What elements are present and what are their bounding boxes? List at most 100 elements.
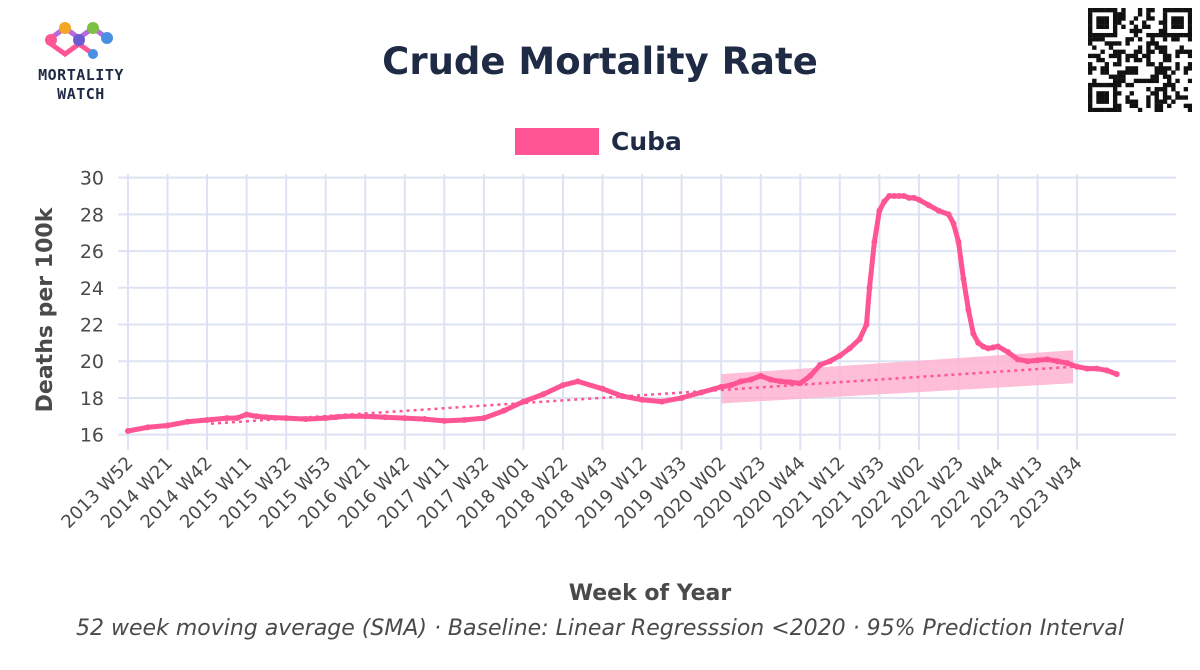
mortality-watch-logo-icon bbox=[45, 22, 113, 59]
data-point bbox=[955, 238, 962, 245]
data-point bbox=[184, 418, 191, 425]
data-point bbox=[777, 378, 784, 385]
data-point bbox=[698, 389, 705, 396]
data-point bbox=[441, 417, 448, 424]
data-point bbox=[906, 194, 913, 201]
data-point bbox=[826, 358, 833, 365]
data-point bbox=[1093, 365, 1100, 372]
y-tick-label: 30 bbox=[80, 168, 104, 190]
data-point bbox=[223, 415, 230, 422]
y-tick-label: 18 bbox=[80, 388, 104, 410]
data-point bbox=[362, 413, 369, 420]
logo-line-1: MORTALITY bbox=[38, 66, 124, 84]
data-point bbox=[866, 284, 873, 291]
data-point bbox=[985, 345, 992, 352]
data-point bbox=[520, 398, 527, 405]
data-point bbox=[935, 207, 942, 214]
legend-swatch-cuba bbox=[515, 128, 599, 155]
data-point bbox=[382, 414, 389, 421]
data-point bbox=[728, 382, 735, 389]
data-point bbox=[1034, 357, 1041, 364]
logo-line-2: WATCH bbox=[57, 85, 105, 103]
data-point bbox=[950, 220, 957, 227]
data-point bbox=[1004, 349, 1011, 356]
x-axis-title: Week of Year bbox=[569, 581, 732, 606]
data-point bbox=[876, 207, 883, 214]
y-tick-label: 22 bbox=[80, 315, 104, 337]
data-point bbox=[797, 380, 804, 387]
qr-code-icon[interactable] bbox=[1088, 8, 1192, 112]
data-point bbox=[871, 238, 878, 245]
chart-footnote: 52 week moving average (SMA) · Baseline:… bbox=[76, 616, 1124, 641]
data-point bbox=[747, 376, 754, 383]
data-point bbox=[925, 202, 932, 209]
data-point bbox=[945, 211, 952, 218]
logo-text: MORTALITY WATCH bbox=[18, 66, 144, 104]
data-point bbox=[1064, 360, 1071, 367]
data-point bbox=[980, 343, 987, 350]
data-point bbox=[164, 422, 171, 429]
prediction-interval-band bbox=[721, 350, 1074, 404]
data-point bbox=[1103, 367, 1110, 374]
data-point bbox=[574, 378, 581, 385]
data-point bbox=[846, 345, 853, 352]
data-point bbox=[283, 415, 290, 422]
data-point bbox=[233, 415, 240, 422]
data-point bbox=[243, 411, 250, 418]
data-point bbox=[302, 416, 309, 423]
data-point bbox=[737, 378, 744, 385]
legend-label-cuba: Cuba bbox=[611, 127, 682, 156]
data-point bbox=[886, 193, 893, 200]
data-point bbox=[915, 196, 922, 203]
data-point bbox=[559, 382, 566, 389]
data-point bbox=[836, 352, 843, 359]
data-point bbox=[965, 306, 972, 313]
data-point bbox=[817, 361, 824, 368]
y-tick-label: 16 bbox=[80, 425, 104, 447]
y-tick-label: 26 bbox=[80, 241, 104, 263]
data-point bbox=[332, 414, 339, 421]
data-point bbox=[540, 391, 547, 398]
y-axis-title: Deaths per 100k bbox=[33, 206, 58, 412]
data-point bbox=[960, 275, 967, 282]
data-point bbox=[144, 424, 151, 431]
data-point bbox=[342, 413, 349, 420]
data-point bbox=[901, 193, 908, 200]
data-point bbox=[881, 198, 888, 205]
data-point bbox=[757, 372, 764, 379]
mortality-watch-logo[interactable]: MORTALITY WATCH bbox=[18, 18, 148, 110]
data-point bbox=[658, 398, 665, 405]
data-point bbox=[461, 416, 468, 423]
data-point bbox=[204, 416, 211, 423]
chart-title: Crude Mortality Rate bbox=[382, 40, 818, 83]
data-point bbox=[807, 372, 814, 379]
data-point bbox=[970, 330, 977, 337]
data-point bbox=[856, 336, 863, 343]
y-tick-label: 20 bbox=[80, 351, 104, 373]
y-tick-label: 28 bbox=[80, 204, 104, 226]
data-point bbox=[990, 344, 997, 351]
data-point bbox=[678, 394, 685, 401]
data-point bbox=[718, 383, 725, 390]
data-point bbox=[599, 385, 606, 392]
data-point bbox=[896, 193, 903, 200]
data-point bbox=[1014, 356, 1021, 363]
data-point bbox=[263, 414, 270, 421]
data-point bbox=[1054, 358, 1061, 365]
data-point bbox=[619, 393, 626, 400]
data-point bbox=[322, 415, 329, 422]
data-point bbox=[767, 376, 774, 383]
data-point bbox=[1044, 356, 1051, 363]
data-point bbox=[500, 407, 507, 414]
data-point bbox=[253, 413, 260, 420]
data-point bbox=[863, 321, 870, 328]
data-point bbox=[480, 415, 487, 422]
data-point bbox=[891, 193, 898, 200]
data-point bbox=[910, 194, 917, 201]
data-point bbox=[124, 427, 131, 434]
data-point bbox=[639, 396, 646, 403]
data-point bbox=[787, 379, 794, 386]
data-point bbox=[995, 343, 1002, 350]
data-point bbox=[975, 339, 982, 346]
